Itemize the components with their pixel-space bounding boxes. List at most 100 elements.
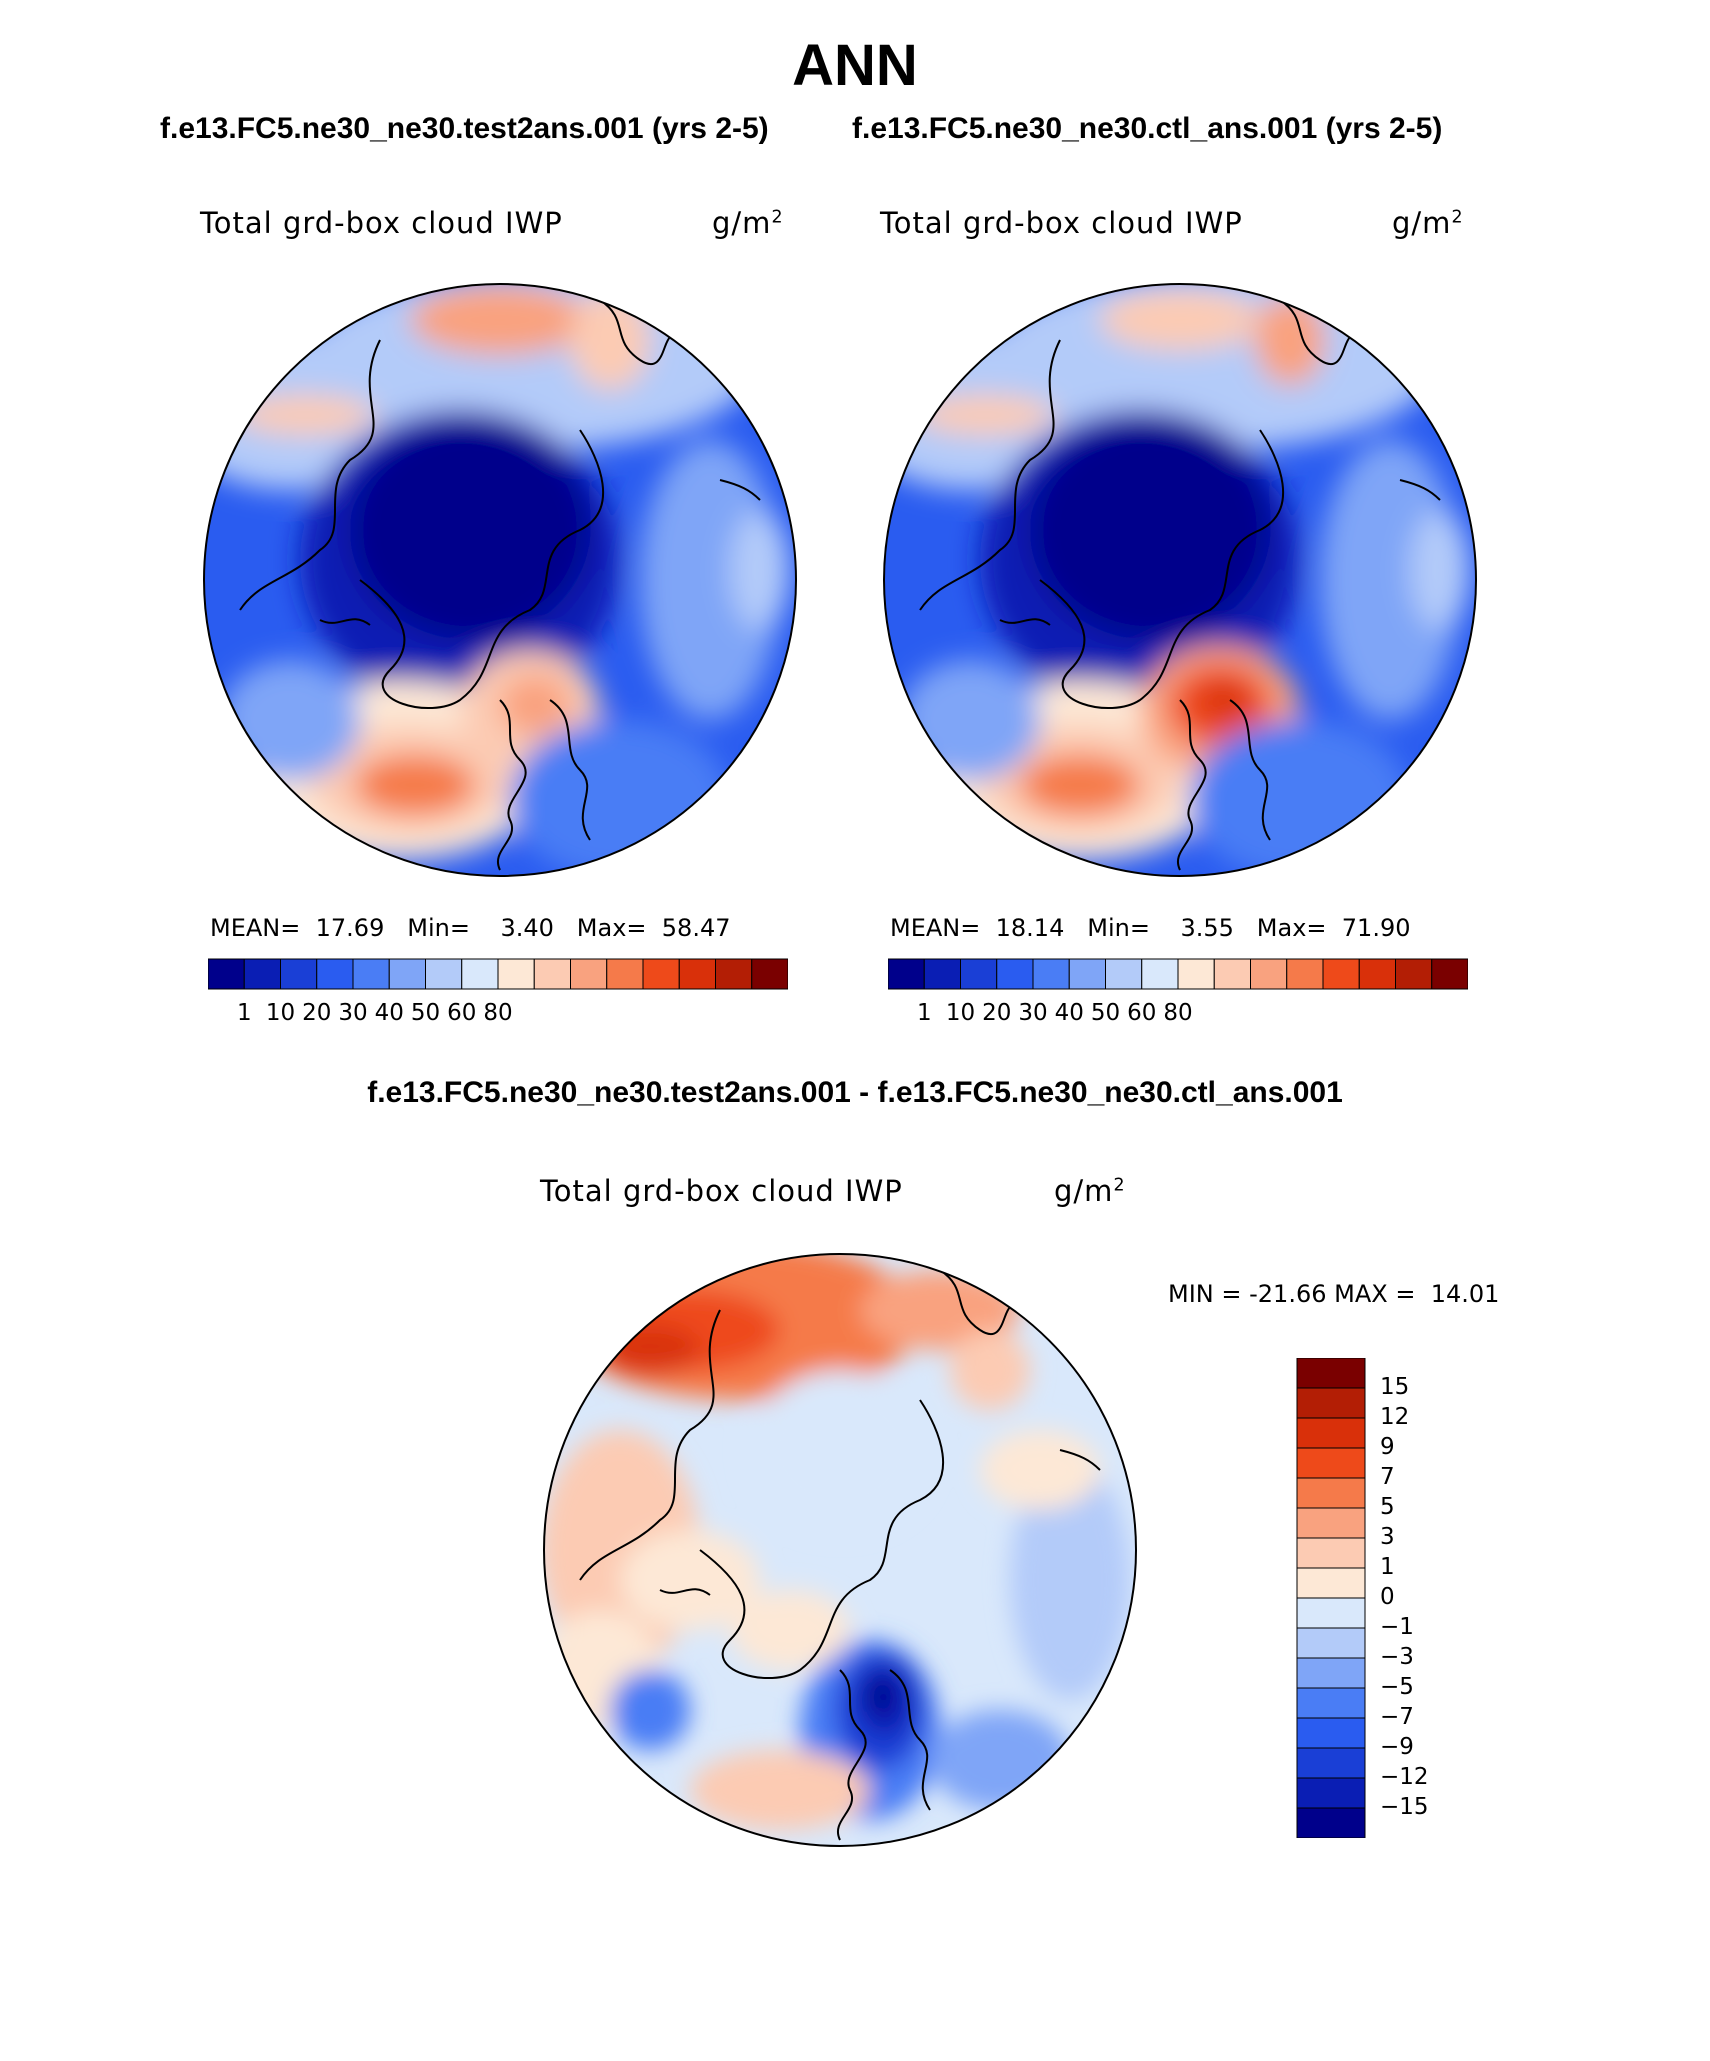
panel1-colorbar-swatch (751, 958, 788, 990)
panel1-colorbar-swatch (715, 958, 753, 990)
panel1-colorbar-swatch (606, 958, 644, 990)
panel3-colorbar-tick-label: 12 (1380, 1404, 1410, 1430)
panel1-colorbar-tick-label: 80 (483, 1000, 513, 1026)
panel1-colorbar-swatch (388, 958, 426, 990)
panel1-colorbar-swatch (678, 958, 716, 990)
panel3-colorbar-tick-label: 0 (1380, 1584, 1395, 1610)
panel2-colorbar-swatch (1431, 958, 1468, 990)
panel2-colorbar-swatch (1322, 958, 1360, 990)
panel2-colorbar-tick-label: 30 (1018, 1000, 1048, 1026)
panel3-colorbar-swatch (1296, 1777, 1366, 1809)
panel3-colorbar-tick-label: 5 (1380, 1494, 1395, 1520)
panel3-colorbar-swatch (1296, 1447, 1366, 1479)
panel1-colorbar-swatch (570, 958, 608, 990)
panel2-colorbar-swatch (1395, 958, 1433, 990)
panel3-colorbar (1296, 1358, 1366, 1838)
panel1-colorbar-tick-label: 60 (447, 1000, 477, 1026)
panel2-variable: Total grd-box cloud IWP (880, 206, 1243, 240)
panel3-colorbar-swatch (1296, 1597, 1366, 1629)
figure-title: ANN (792, 33, 918, 98)
panel2-colorbar-swatch (1068, 958, 1106, 990)
panel3-colorbar-swatch (1296, 1417, 1366, 1449)
panel2-map (883, 283, 1477, 877)
panel2-colorbar-tick-label: 1 (916, 1000, 932, 1026)
panel3-map (543, 1253, 1137, 1847)
panel3-colorbar-tick-label: 15 (1380, 1374, 1410, 1400)
panel1-variable: Total grd-box cloud IWP (200, 206, 563, 240)
panel2-colorbar-swatch (923, 958, 961, 990)
panel2-colorbar-tick-label: 40 (1054, 1000, 1084, 1026)
panel1-colorbar-tick-label: 10 (265, 1000, 296, 1026)
panel1-colorbar-swatch (461, 958, 499, 990)
panel3-colorbar-swatch (1296, 1657, 1366, 1689)
case-title-left: f.e13.FC5.ne30_ne30.test2ans.001 (yrs 2-… (160, 112, 769, 145)
panel1-colorbar-tick-label: 1 (236, 1000, 252, 1026)
panel3-map-border (543, 1253, 1137, 1847)
panel3-stats: MIN = -21.66 MAX = 14.01 (1168, 1280, 1500, 1308)
panel3-colorbar-swatch (1296, 1567, 1366, 1599)
panel2-units: g/m2 (1392, 206, 1464, 240)
panel2-colorbar-tick-label: 10 (945, 1000, 976, 1026)
panel3-colorbar-swatch (1296, 1477, 1366, 1509)
panel3-units: g/m2 (1054, 1174, 1126, 1208)
panel3-colorbar-tick-label: −1 (1380, 1614, 1414, 1640)
panel1-map-border (203, 283, 797, 877)
panel2-colorbar-tick-label: 50 (1090, 1000, 1121, 1026)
panel3-colorbar-swatch (1296, 1627, 1366, 1659)
panel3-colorbar-tick-label: 9 (1380, 1434, 1395, 1460)
panel3-colorbar-swatch (1296, 1807, 1366, 1838)
panel3-colorbar-tick-label: −12 (1380, 1764, 1429, 1790)
panel1-colorbar-swatch (243, 958, 281, 990)
panel3-colorbar-swatch (1296, 1387, 1366, 1419)
panel2-colorbar-swatch (1213, 958, 1251, 990)
panel1-colorbar-swatch (533, 958, 571, 990)
panel3-colorbar-ticks: 15 12 9 7 5 3 1 0 −1 −3 −5 −7 −9 −12 −15 (1380, 1358, 1460, 1838)
panel2-colorbar-tick-label: 20 (982, 1000, 1012, 1026)
panel2-colorbar-swatch (996, 958, 1034, 990)
panel2-stats: MEAN= 18.14 Min= 3.55 Max= 71.90 (890, 914, 1411, 942)
case-title-right: f.e13.FC5.ne30_ne30.ctl_ans.001 (yrs 2-5… (852, 112, 1443, 145)
panel3-colorbar-swatch (1296, 1747, 1366, 1779)
panel3-colorbar-swatch (1296, 1687, 1366, 1719)
panel2-colorbar-tick-label: 60 (1127, 1000, 1157, 1026)
panel3-colorbar-tick-label: −9 (1380, 1734, 1414, 1760)
panel3-colorbar-tick-label: −15 (1380, 1794, 1429, 1820)
panel2-colorbar-ticks: 1 10 20 30 40 50 60 80 (888, 1000, 1468, 1030)
panel1-colorbar-ticks: 1 10 20 30 40 50 60 80 (208, 1000, 788, 1030)
panel3-colorbar-swatch (1296, 1507, 1366, 1539)
panel1-colorbar-tick-label: 50 (410, 1000, 441, 1026)
panel1-colorbar-swatch (208, 958, 245, 990)
panel2-colorbar-swatch (888, 958, 925, 990)
panel2-colorbar-swatch (1250, 958, 1288, 990)
panel1-stats: MEAN= 17.69 Min= 3.40 Max= 58.47 (210, 914, 731, 942)
panel1-units: g/m2 (712, 206, 784, 240)
panel1-colorbar-tick-label: 40 (374, 1000, 404, 1026)
panel1-colorbar-swatch (642, 958, 680, 990)
panel2-colorbar (888, 958, 1468, 990)
panel2-colorbar-swatch (1177, 958, 1215, 990)
panel3-colorbar-tick-label: −3 (1380, 1644, 1414, 1670)
panel1-colorbar-swatch (352, 958, 390, 990)
panel3-colorbar-swatch (1296, 1537, 1366, 1569)
panel1-colorbar (208, 958, 788, 990)
panel1-colorbar-swatch (280, 958, 318, 990)
panel2-colorbar-swatch (1358, 958, 1396, 990)
panel2-colorbar-swatch (1032, 958, 1070, 990)
panel3-colorbar-tick-label: 1 (1380, 1554, 1395, 1580)
panel3-variable: Total grd-box cloud IWP (540, 1174, 903, 1208)
panel2-colorbar-swatch (960, 958, 998, 990)
panel1-colorbar-swatch (425, 958, 463, 990)
panel2-colorbar-swatch (1105, 958, 1143, 990)
panel1-colorbar-swatch (497, 958, 535, 990)
panel1-colorbar-swatch (316, 958, 354, 990)
panel2-colorbar-swatch (1286, 958, 1324, 990)
panel1-map (203, 283, 797, 877)
panel3-colorbar-swatch (1296, 1358, 1366, 1389)
panel2-map-border (883, 283, 1477, 877)
panel3-colorbar-tick-label: −7 (1380, 1704, 1414, 1730)
panel2-colorbar-swatch (1141, 958, 1179, 990)
panel3-colorbar-tick-label: −5 (1380, 1674, 1414, 1700)
difference-title: f.e13.FC5.ne30_ne30.test2ans.001 - f.e13… (367, 1076, 1343, 1109)
panel1-colorbar-tick-label: 30 (338, 1000, 368, 1026)
panel3-colorbar-tick-label: 7 (1380, 1464, 1395, 1490)
